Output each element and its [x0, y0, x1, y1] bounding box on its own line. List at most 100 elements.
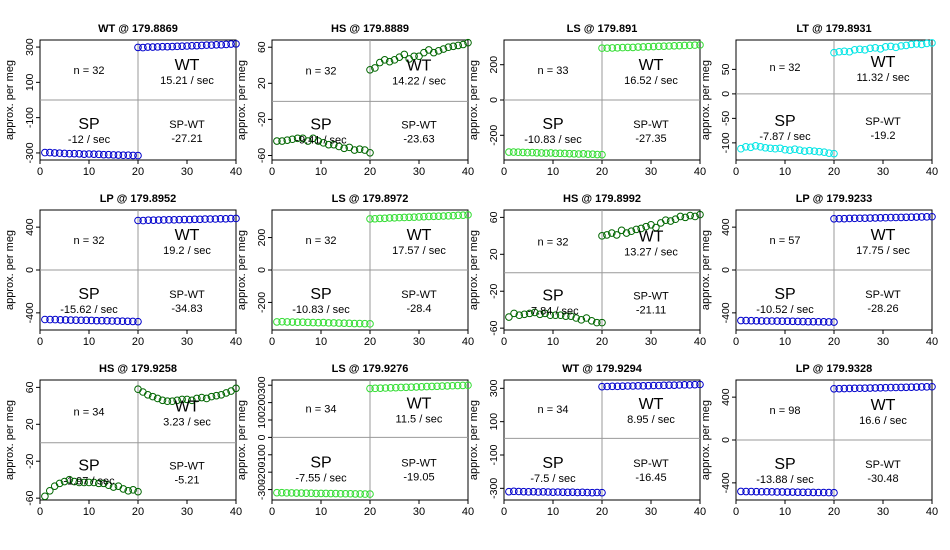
sp-point — [366, 490, 374, 498]
x-tick-label: 0 — [733, 166, 739, 178]
sp-point — [335, 142, 343, 151]
wt-point — [928, 382, 936, 391]
sp-point — [814, 488, 823, 497]
wt-point — [670, 381, 679, 389]
wt-point — [163, 397, 172, 406]
wt-point — [232, 40, 240, 48]
sp-point — [783, 317, 792, 326]
x-tick-label: 0 — [37, 336, 43, 348]
panel-title: HS @ 179.8889 — [331, 23, 409, 35]
sp-point — [561, 312, 570, 320]
sp-point — [60, 149, 69, 158]
sp-point — [598, 150, 606, 159]
sp-point — [815, 147, 824, 156]
wt-point — [902, 383, 911, 392]
wt-point — [886, 42, 895, 51]
y-tick-label: 400 — [24, 218, 36, 236]
n-count: n = 98 — [770, 405, 801, 417]
sp-point — [70, 477, 79, 486]
panel-7: HS @ 179.8992 0 10 20 30 40 -60 -20 20 60 approx. … — [468, 193, 706, 348]
wt-point — [912, 383, 921, 391]
sp-point — [830, 318, 838, 326]
sp-label: SP — [78, 457, 99, 474]
sp-point — [805, 146, 814, 155]
wt-point — [902, 41, 911, 50]
wt-point — [634, 43, 642, 51]
sp-point — [574, 150, 583, 158]
x-tick-label: 10 — [83, 506, 95, 518]
x-tick-label: 20 — [828, 166, 840, 178]
sp-point — [309, 318, 317, 327]
wt-point — [366, 215, 374, 223]
wt-point — [876, 45, 885, 53]
x-tick-label: 10 — [547, 336, 559, 348]
sp-point — [56, 316, 65, 324]
sp-point — [114, 151, 123, 159]
sp-point — [551, 311, 560, 320]
wt-point — [439, 45, 448, 53]
wt-point — [892, 43, 900, 52]
x-tick-label: 0 — [733, 506, 739, 518]
wt-point — [649, 42, 658, 51]
sp-point — [317, 489, 325, 498]
sp-point — [287, 489, 296, 497]
sp-point — [331, 489, 340, 498]
y-tick-label: 0 — [24, 267, 36, 273]
sp-point — [273, 137, 281, 145]
x-tick-label: 40 — [462, 336, 474, 348]
sp-point — [570, 150, 578, 158]
wt-point — [232, 384, 240, 393]
sp-wt-label: SP-WT — [865, 289, 901, 301]
wt-point — [685, 41, 694, 50]
sp-rate: -7.55 / sec — [295, 473, 347, 485]
wt-point — [165, 216, 173, 224]
y-tick-label: 60 — [24, 381, 36, 393]
sp-point — [273, 318, 281, 326]
wt-point — [464, 211, 472, 219]
wt-point — [434, 212, 443, 220]
wt-point — [410, 52, 418, 61]
panel-title: HS @ 179.9258 — [99, 363, 177, 375]
sp-point — [761, 143, 770, 152]
wt-point — [649, 381, 658, 390]
y-tick-label: -300 — [24, 142, 36, 163]
sp-wt-label: SP-WT — [401, 289, 437, 301]
sp-point — [577, 316, 586, 324]
sp-point — [544, 488, 552, 496]
wt-point — [598, 382, 606, 391]
sp-point — [336, 489, 345, 498]
wt-point — [830, 384, 838, 393]
y-axis-label: approx. per meg — [236, 400, 248, 480]
sp-rate: -1.97 / sec — [63, 475, 115, 487]
panel-12: LP @ 179.9328 0 10 20 30 40 -400 0 400 approx. pe… — [700, 363, 938, 518]
y-axis-label: approx. per meg — [236, 60, 248, 140]
sp-label: SP — [774, 456, 795, 473]
sp-point — [109, 151, 118, 159]
y-tick-label: 20 — [488, 248, 500, 260]
wt-point — [185, 215, 194, 224]
sp-rate: -13.88 / sec — [756, 474, 814, 486]
wt-point — [197, 41, 206, 50]
wt-point — [144, 216, 153, 224]
y-tick-label: -100 — [256, 444, 268, 465]
x-tick-label: 40 — [462, 506, 474, 518]
sp-point — [751, 141, 760, 150]
sp-wt-diff: -23.63 — [403, 134, 434, 146]
wt-point — [866, 214, 874, 222]
y-tick-label: 20 — [24, 418, 36, 430]
sp-point — [293, 134, 302, 143]
wt-point — [613, 43, 622, 52]
sp-point — [283, 318, 292, 326]
sp-point — [529, 487, 538, 496]
sp-point — [746, 143, 755, 152]
wt-point — [830, 48, 838, 57]
sp-point — [573, 488, 582, 497]
wt-point — [830, 214, 838, 223]
sp-point — [51, 315, 60, 324]
panel-10: LS @ 179.9276 0 10 20 30 40 -300-200-100 0 10020… — [236, 363, 474, 518]
sp-point — [104, 150, 113, 159]
sp-point — [85, 478, 93, 487]
sp-point — [95, 479, 103, 488]
x-tick-label: 40 — [926, 166, 938, 178]
wt-point — [696, 41, 704, 49]
